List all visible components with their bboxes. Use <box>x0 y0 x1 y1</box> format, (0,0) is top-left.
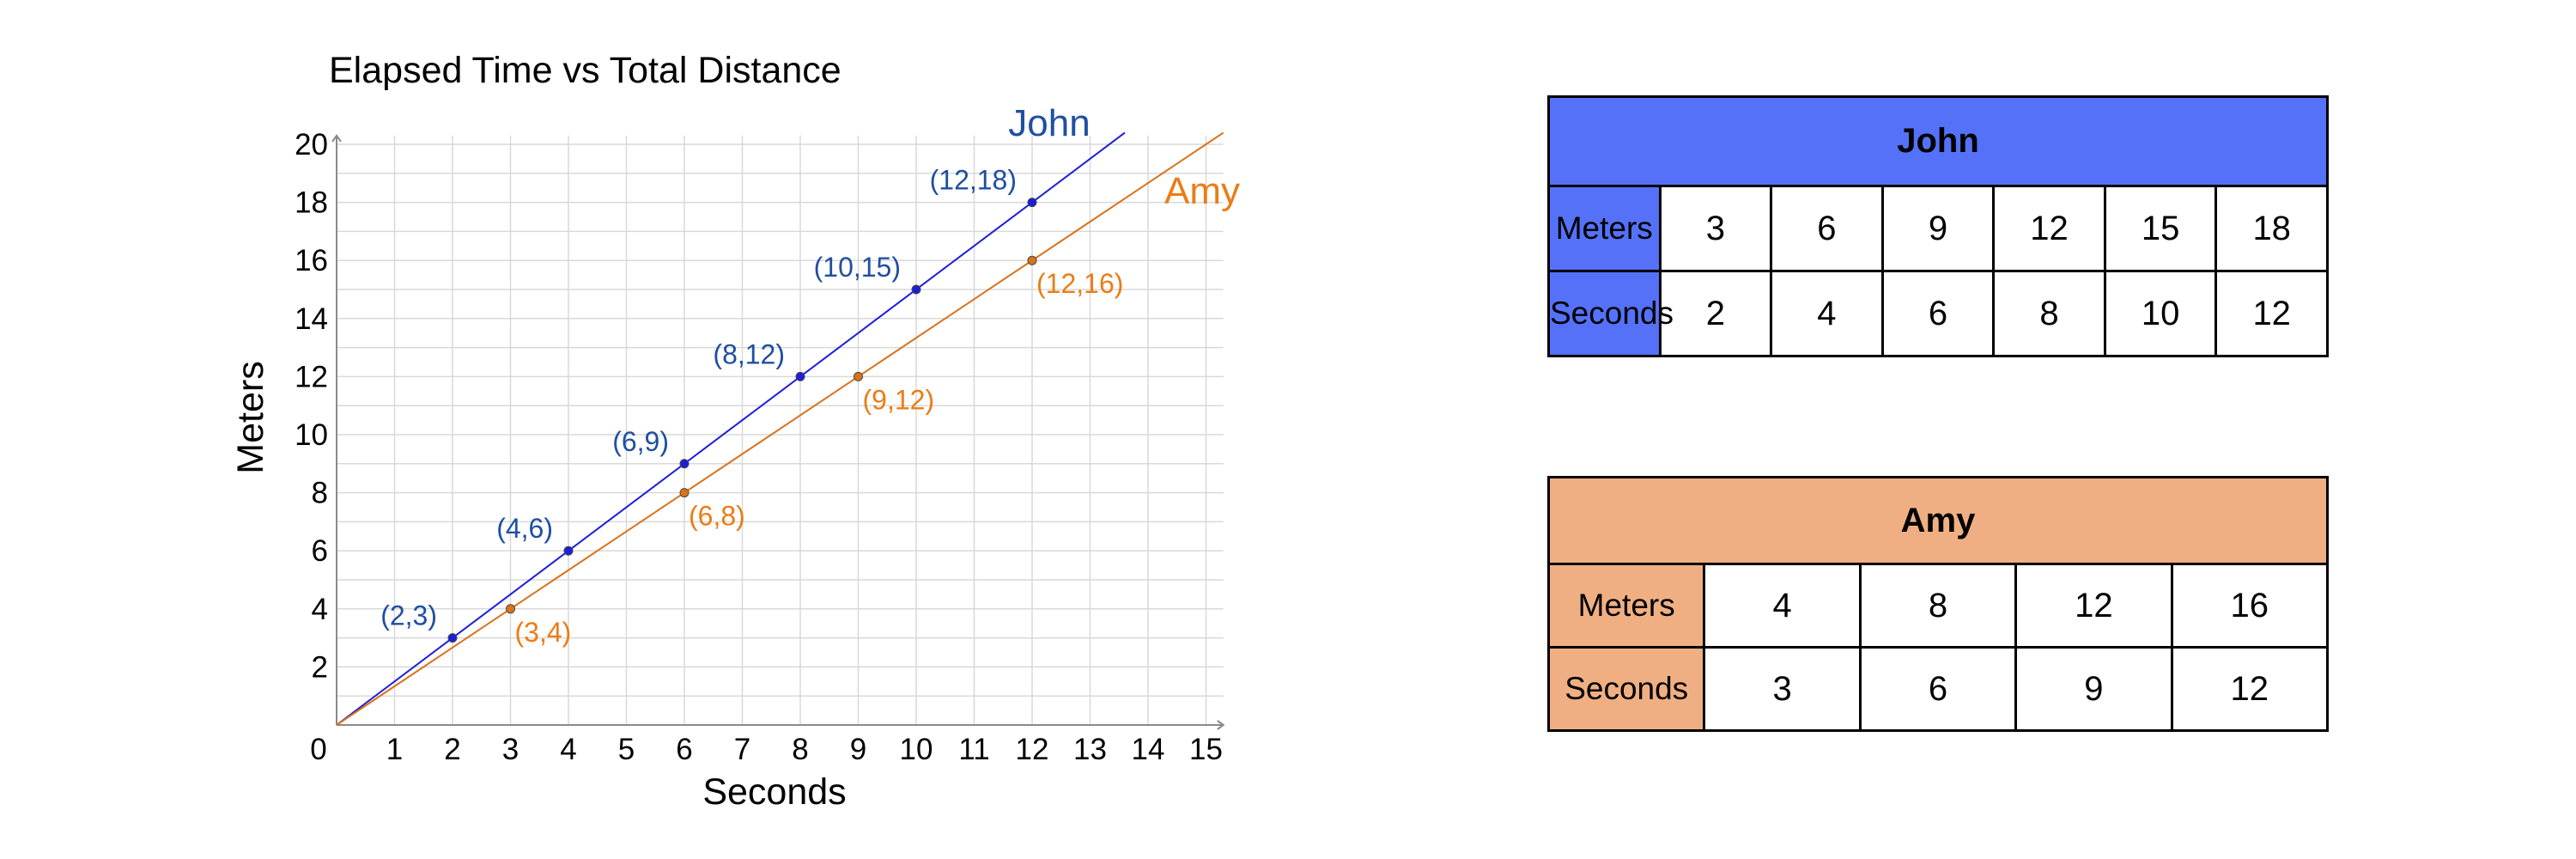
data-point-amy <box>854 371 863 381</box>
point-label-amy: (3,4) <box>515 617 572 648</box>
point-label-john: (4,6) <box>496 513 553 544</box>
x-tick-label: 8 <box>792 733 808 766</box>
data-points <box>447 198 1037 643</box>
amy-table-title: Amy <box>1547 476 2329 565</box>
john-cell: 4 <box>1770 270 1884 357</box>
point-labels: (2,3) (4,6) (6,9) (8,12) (10,15) (12,18) John (… <box>380 102 1240 648</box>
john-cell: 3 <box>1658 185 1773 272</box>
x-tick-label: 1 <box>386 733 403 766</box>
data-point-john <box>679 459 690 469</box>
amy-cell: 9 <box>2014 646 2173 732</box>
x-tick-label: 11 <box>958 733 989 766</box>
point-label-amy: (9,12) <box>863 384 935 415</box>
amy-cell: 12 <box>2170 646 2330 732</box>
data-point-john <box>911 284 921 295</box>
data-point-amy <box>679 488 690 498</box>
john-row-seconds: Seconds 2 4 6 8 10 12 <box>1547 270 2329 357</box>
amy-cell: 3 <box>1703 646 1862 732</box>
y-tick-label: 16 <box>295 244 328 277</box>
x-tick-label: 14 <box>1132 733 1165 766</box>
x-tick-label: 10 <box>900 733 933 766</box>
amy-row-header: Meters <box>1546 563 1706 649</box>
john-cell: 12 <box>1992 185 2106 272</box>
axes <box>331 134 1225 730</box>
data-point-john <box>447 633 458 643</box>
x-axis-label: Seconds <box>702 771 846 813</box>
john-cell: 10 <box>2103 270 2218 357</box>
y-tick-label: 6 <box>312 534 328 568</box>
x-axis-arrow <box>1217 720 1225 730</box>
john-row-header: Meters <box>1547 185 1662 272</box>
amy-row-header: Seconds <box>1546 646 1706 732</box>
amy-cell: 16 <box>2170 563 2330 649</box>
y-axis-label: Meters <box>230 361 271 473</box>
x-tick-label: 5 <box>618 733 635 766</box>
amy-row-seconds: Seconds 3 6 9 12 <box>1546 646 2330 732</box>
y-tick-label: 12 <box>295 360 328 393</box>
point-label-john: (8,12) <box>713 338 785 369</box>
x-tick-label: 4 <box>560 733 576 766</box>
amy-table: Amy Meters 4 8 12 16 Seconds 3 6 9 12 <box>1546 476 2330 732</box>
x-tick-label: 3 <box>502 733 519 766</box>
point-label-john: (12,18) <box>930 165 1017 196</box>
amy-cell: 6 <box>1858 646 2018 732</box>
x-tick-label: 2 <box>444 733 460 766</box>
series-name-amy: Amy <box>1164 170 1240 212</box>
x-tick-label: 7 <box>734 733 750 766</box>
john-table-title: John <box>1547 95 2329 187</box>
point-label-amy: (6,8) <box>689 501 745 532</box>
y-tick-label: 20 <box>295 128 328 161</box>
y-tick-label: 4 <box>312 593 328 626</box>
point-label-john: (6,9) <box>612 426 669 457</box>
grid-lines <box>337 135 1224 725</box>
series-name-john: John <box>1008 102 1090 144</box>
y-tick-label: 8 <box>312 477 328 510</box>
john-cell: 2 <box>1658 270 1773 357</box>
amy-row-meters: Meters 4 8 12 16 <box>1546 563 2330 649</box>
john-cell: 6 <box>1770 185 1884 272</box>
point-label-john: (2,3) <box>380 600 437 631</box>
x-tick-label: 9 <box>850 733 866 766</box>
amy-cell: 12 <box>2014 563 2173 649</box>
chart-title: Elapsed Time vs Total Distance <box>329 50 841 91</box>
data-point-amy <box>1027 255 1037 265</box>
john-cell: 15 <box>2103 185 2218 272</box>
series-lines <box>336 131 1224 726</box>
john-row-header: Seconds <box>1547 270 1674 357</box>
john-cell: 8 <box>1992 270 2106 357</box>
x-tick-label: 6 <box>676 733 692 766</box>
data-point-amy <box>506 604 515 614</box>
data-point-john <box>795 371 805 381</box>
john-cell: 9 <box>1880 185 1996 272</box>
point-label-john: (10,15) <box>814 252 901 283</box>
y-tick-label: 14 <box>295 302 328 336</box>
data-point-john <box>563 545 574 556</box>
x-tick-label: 13 <box>1073 733 1107 766</box>
john-cell: 12 <box>2215 270 2329 357</box>
john-row-meters: Meters 3 6 9 12 15 18 <box>1547 185 2329 272</box>
series-line-amy <box>336 131 1224 726</box>
point-label-amy: (12,16) <box>1036 268 1123 299</box>
y-tick-label: 10 <box>295 418 328 452</box>
data-point-john <box>1027 198 1037 208</box>
x-tick-label: 15 <box>1189 733 1223 766</box>
john-cell: 18 <box>2215 185 2329 272</box>
amy-cell: 8 <box>1858 563 2018 649</box>
y-tick-label: 18 <box>295 186 328 220</box>
amy-cell: 4 <box>1703 563 1862 649</box>
y-tick-label: 2 <box>312 650 328 684</box>
john-table: John Meters 3 6 9 12 15 18 Seconds 2 4 6 8 10 12 <box>1547 95 2329 357</box>
john-cell: 6 <box>1880 270 1996 357</box>
x-tick-label: 12 <box>1016 733 1049 766</box>
series-line-john <box>336 131 1126 726</box>
origin-label: 0 <box>310 733 326 766</box>
y-axis-arrow <box>331 134 342 143</box>
